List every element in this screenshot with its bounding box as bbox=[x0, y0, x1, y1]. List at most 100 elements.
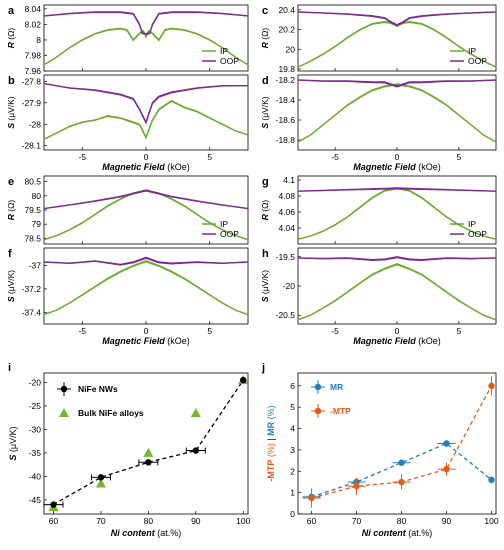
x-axis-label: Magnetic Field (kOe) bbox=[353, 162, 441, 172]
x-tick-label: 90 bbox=[442, 516, 452, 526]
point-mr bbox=[443, 440, 450, 447]
panel-letter: e bbox=[8, 176, 14, 188]
legend-label: NiFe NWs bbox=[78, 384, 118, 394]
x-tick-label: 0 bbox=[395, 326, 400, 336]
legend-label: IP bbox=[468, 46, 476, 56]
y-tick-label: 7.96 bbox=[24, 66, 41, 76]
y-tick-label: -28.1 bbox=[22, 141, 42, 151]
y-tick-label: -40 bbox=[29, 471, 42, 481]
y-tick-label: 80.5 bbox=[24, 177, 41, 187]
nw-point bbox=[145, 459, 152, 466]
point--mtp bbox=[353, 483, 360, 490]
y-axis-label: R (Ω) bbox=[6, 200, 16, 221]
y-tick-label: -35 bbox=[29, 448, 42, 458]
y-axis-label: R (Ω) bbox=[260, 200, 270, 221]
x-axis-label: Magnetic Field (kOe) bbox=[102, 162, 190, 172]
panel-letter: h bbox=[262, 248, 269, 260]
point-mr bbox=[398, 459, 405, 466]
legend-label: MR bbox=[330, 382, 343, 392]
legend-label: IP bbox=[220, 219, 228, 229]
series-line-ip bbox=[297, 83, 497, 143]
point--mtp bbox=[308, 494, 315, 502]
y-tick-label: 78.5 bbox=[24, 233, 41, 243]
series-line-ip-return bbox=[43, 190, 249, 241]
y-tick-label: 20 bbox=[286, 44, 296, 54]
x-tick-label: 60 bbox=[49, 516, 59, 526]
bulk-triangle-marker bbox=[95, 478, 106, 488]
x-tick-label: 0 bbox=[144, 326, 149, 336]
axes-frame-h bbox=[297, 247, 497, 325]
x-tick-label: 5 bbox=[457, 152, 462, 162]
x-tick-label: 80 bbox=[397, 516, 407, 526]
y-tick-label: -18.4 bbox=[276, 95, 296, 105]
y-tick-label: 3 bbox=[290, 445, 295, 455]
x-tick-label: 0 bbox=[395, 152, 400, 162]
x-tick-label: 5 bbox=[207, 326, 212, 336]
y-tick-label: 20.4 bbox=[278, 5, 295, 15]
y-tick-label: -27.9 bbox=[22, 98, 42, 108]
x-axis-label: Ni content (at.%) bbox=[362, 528, 433, 538]
axes-frame-i bbox=[43, 372, 249, 515]
legend-label: OOP bbox=[220, 56, 239, 66]
series-line-oop-return bbox=[43, 11, 249, 36]
panel-letter: g bbox=[262, 176, 269, 188]
series-line-oop bbox=[43, 82, 248, 124]
y-tick-label: -28 bbox=[29, 119, 42, 129]
nw-point bbox=[192, 447, 200, 454]
y-tick-label: -19.5 bbox=[276, 252, 296, 262]
legend-marker-mr bbox=[314, 383, 322, 391]
y-tick-label: 0 bbox=[290, 509, 295, 519]
y-tick-label: 80 bbox=[32, 191, 42, 201]
legend-label: IP bbox=[468, 219, 476, 229]
legend-label: Bulk NiFe alloys bbox=[78, 408, 144, 418]
y-axis-label: S (μV/K) bbox=[6, 96, 16, 128]
panel-letter: d bbox=[262, 75, 269, 87]
y-tick-label: -18.6 bbox=[276, 115, 296, 125]
legend-marker--mtp bbox=[314, 407, 322, 415]
legend-marker-bulk bbox=[59, 408, 69, 417]
series-line-oop-return bbox=[297, 79, 497, 88]
panel-letter: a bbox=[8, 5, 15, 17]
series-line-ip bbox=[43, 260, 249, 316]
y-tick-label: 19.8 bbox=[278, 64, 295, 74]
y-tick-label: 4.1 bbox=[283, 175, 295, 185]
x-tick-label: -5 bbox=[331, 152, 339, 162]
y-tick-label: 4.06 bbox=[278, 207, 295, 217]
panel-letter: c bbox=[262, 5, 268, 17]
series-line-oop-return bbox=[43, 190, 249, 210]
legend-label: OOP bbox=[468, 56, 487, 66]
y-tick-label: 5 bbox=[290, 402, 295, 412]
axes-frame-c bbox=[297, 4, 497, 72]
x-tick-label: 0 bbox=[144, 152, 149, 162]
series-line-oop-return bbox=[43, 257, 249, 266]
series-line-oop-return bbox=[297, 11, 497, 27]
y-tick-label: -20 bbox=[283, 281, 296, 291]
bulk-triangle-marker bbox=[190, 407, 201, 417]
y-tick-label: 4.08 bbox=[278, 191, 295, 201]
panel-letter: i bbox=[8, 362, 11, 374]
series-line-oop-return bbox=[297, 188, 497, 192]
series-line-ip-return bbox=[43, 100, 249, 140]
y-axis-label: S (μV/K) bbox=[8, 426, 18, 460]
x-tick-label: 70 bbox=[96, 516, 106, 526]
fit-line-nws bbox=[53, 379, 244, 506]
point--mtp bbox=[443, 465, 450, 473]
y-tick-label: -25 bbox=[29, 401, 42, 411]
y-tick-label: -18.2 bbox=[276, 75, 296, 85]
y-axis-label: -MTP (%) | MR (%) bbox=[266, 405, 276, 481]
panel-letter: b bbox=[8, 75, 15, 87]
y-tick-label: 79.5 bbox=[24, 205, 41, 215]
series-line-ip-return bbox=[297, 188, 497, 240]
point-mr bbox=[488, 476, 495, 484]
legend-marker-nws bbox=[60, 385, 68, 393]
fit-line-mr bbox=[311, 442, 492, 498]
nw-point bbox=[240, 376, 247, 384]
axes-frame-j bbox=[297, 372, 497, 515]
y-tick-label: -37 bbox=[29, 261, 42, 271]
y-tick-label: 7.98 bbox=[24, 50, 41, 60]
series-line-oop-return bbox=[297, 257, 497, 261]
y-tick-label: -20 bbox=[29, 377, 42, 387]
y-tick-label: -45 bbox=[29, 495, 42, 505]
x-tick-label: 100 bbox=[484, 516, 498, 526]
y-tick-label: -27.8 bbox=[22, 76, 42, 86]
